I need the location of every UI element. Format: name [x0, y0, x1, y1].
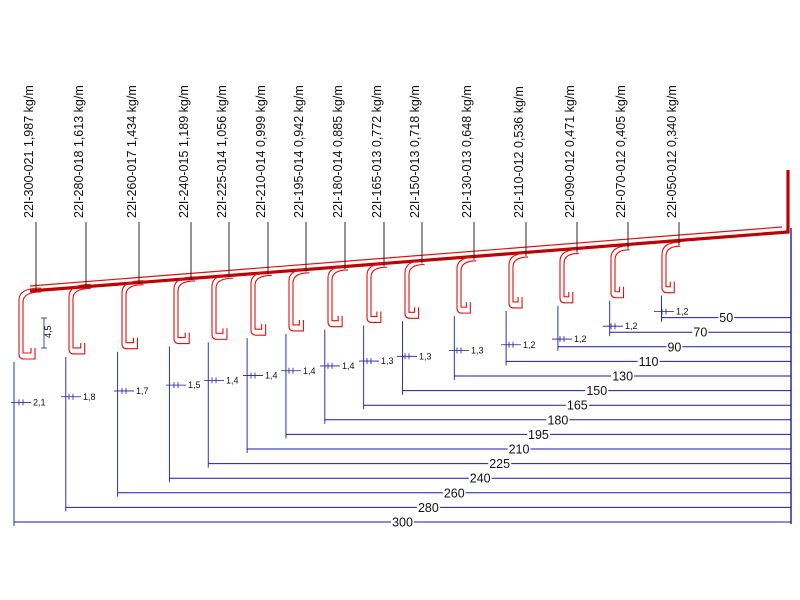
length-value: 240	[470, 472, 491, 486]
thickness-value: 1,5	[188, 380, 201, 390]
hanger-profile-inner	[254, 274, 272, 330]
main-sloped-bar	[29, 170, 790, 293]
hanger-profile	[288, 268, 310, 332]
hanger-profile-inner	[408, 263, 425, 313]
hanger-profile-inner	[215, 277, 233, 334]
length-value: 90	[667, 340, 681, 354]
hanger-profile	[327, 265, 349, 328]
profile-label: 22I-260-017 1,434 kg/m	[125, 85, 139, 218]
length-value-bg	[718, 311, 735, 326]
profile-label: 22I-165-013 0,772 kg/m	[370, 85, 384, 218]
length-value-bg	[488, 457, 512, 472]
hanger-profile	[610, 245, 630, 299]
length-value-bg	[637, 354, 660, 369]
dimension-lines: 3002,12801,82601,72401,52251,42101,41951…	[11, 228, 792, 530]
profile-label: 22I-280-018 1,613 kg/m	[72, 85, 86, 218]
hanger-profile	[68, 283, 91, 355]
length-value-bg	[692, 325, 709, 340]
hanger-profile	[211, 273, 233, 340]
length-value-bg	[527, 427, 550, 442]
length-value-bg	[611, 369, 635, 384]
thickness-value: 1,4	[226, 375, 239, 385]
hanger-profile-inner	[614, 249, 630, 293]
hanger-profile-inner	[22, 291, 42, 354]
thickness-value: 1,3	[419, 351, 432, 361]
length-value-bg	[416, 500, 440, 515]
hanger-profile	[121, 280, 144, 350]
profile-label: 22I-050-012 0,340 kg/m	[665, 85, 679, 218]
length-value-bg	[546, 413, 570, 428]
length-value: 260	[444, 486, 465, 500]
length-value: 130	[612, 370, 633, 384]
hanger-profile	[404, 259, 425, 319]
length-value: 210	[509, 443, 530, 457]
thickness-value: 1,3	[381, 356, 394, 366]
lip-dimension-value: 4,5	[43, 325, 53, 338]
profile-label: 22I-150-013 0,718 kg/m	[408, 85, 422, 218]
hanger-profile	[173, 276, 196, 345]
profile-label: 22I-240-015 1,189 kg/m	[177, 85, 191, 218]
thickness-value: 1,4	[342, 361, 355, 371]
length-value: 50	[719, 311, 733, 325]
length-value: 165	[567, 399, 588, 413]
length-value: 150	[586, 384, 607, 398]
profile-label: 22I-090-012 0,471 kg/m	[563, 85, 577, 218]
profile-label: 22I-195-014 0,942 kg/m	[292, 85, 306, 218]
profile-labels: 22I-300-021 1,987 kg/m 22I-280-018 1,613 …	[22, 85, 680, 291]
length-value: 110	[639, 355, 659, 369]
length-value-bg	[468, 471, 492, 486]
profile-label: 22I-070-012 0,405 kg/m	[614, 85, 628, 218]
profile-label: 22I-300-021 1,987 kg/m	[22, 85, 36, 218]
length-value-bg	[565, 398, 589, 413]
thickness-value: 1,4	[303, 366, 316, 376]
hanger-profile	[559, 248, 579, 304]
thickness-value: 1,8	[83, 392, 96, 402]
hanger-profile-inner	[331, 269, 349, 322]
length-value: 225	[489, 457, 510, 471]
hanger-profile	[250, 270, 272, 336]
length-value: 70	[693, 326, 707, 340]
main-sloped-bar-inner	[29, 226, 783, 287]
profile-label: 22I-225-014 1,056 kg/m	[215, 85, 229, 218]
length-value-bg	[507, 442, 531, 457]
hanger-profile-inner	[370, 266, 387, 318]
length-value: 195	[528, 428, 549, 442]
hanger-profile-inner	[72, 287, 91, 349]
profile-label: 22I-180-014 0,885 kg/m	[331, 85, 345, 218]
thickness-value: 2,1	[33, 397, 46, 407]
thickness-value: 1,2	[676, 307, 689, 317]
hanger-profile	[366, 262, 387, 324]
hanger-profile-inner	[125, 284, 144, 344]
thickness-value: 1,7	[136, 386, 149, 396]
length-value-bg	[585, 384, 609, 399]
thickness-value: 1,2	[574, 334, 587, 344]
hanger-profile	[456, 256, 477, 314]
profile-label: 22I-130-013 0,648 kg/m	[460, 85, 474, 218]
length-value: 280	[418, 501, 439, 515]
thickness-value: 1,2	[625, 321, 638, 331]
thickness-value: 1,3	[471, 346, 484, 356]
hanger-profile-inner	[292, 272, 310, 326]
thickness-value: 1,2	[523, 340, 536, 350]
length-value: 180	[547, 413, 568, 427]
hanger-profile-inner	[177, 280, 196, 339]
hanger-profile	[661, 241, 681, 294]
hanger-profile-inner	[665, 245, 681, 288]
profile-label: 22I-210-014 0,999 kg/m	[254, 85, 268, 218]
hanger-profile	[18, 287, 42, 360]
profile-shapes	[18, 170, 790, 360]
length-value: 300	[392, 516, 413, 530]
length-value-bg	[442, 486, 466, 501]
hanger-profile-inner	[512, 256, 529, 303]
hanger-profile-inner	[460, 260, 477, 308]
hanger-profile	[508, 252, 529, 309]
thickness-value: 1,4	[265, 371, 278, 381]
hanger-profile-inner	[563, 252, 579, 298]
profile-label: 22I-110-012 0,536 kg/m	[512, 86, 526, 218]
length-value-bg	[666, 340, 683, 355]
length-value-bg	[391, 515, 414, 530]
